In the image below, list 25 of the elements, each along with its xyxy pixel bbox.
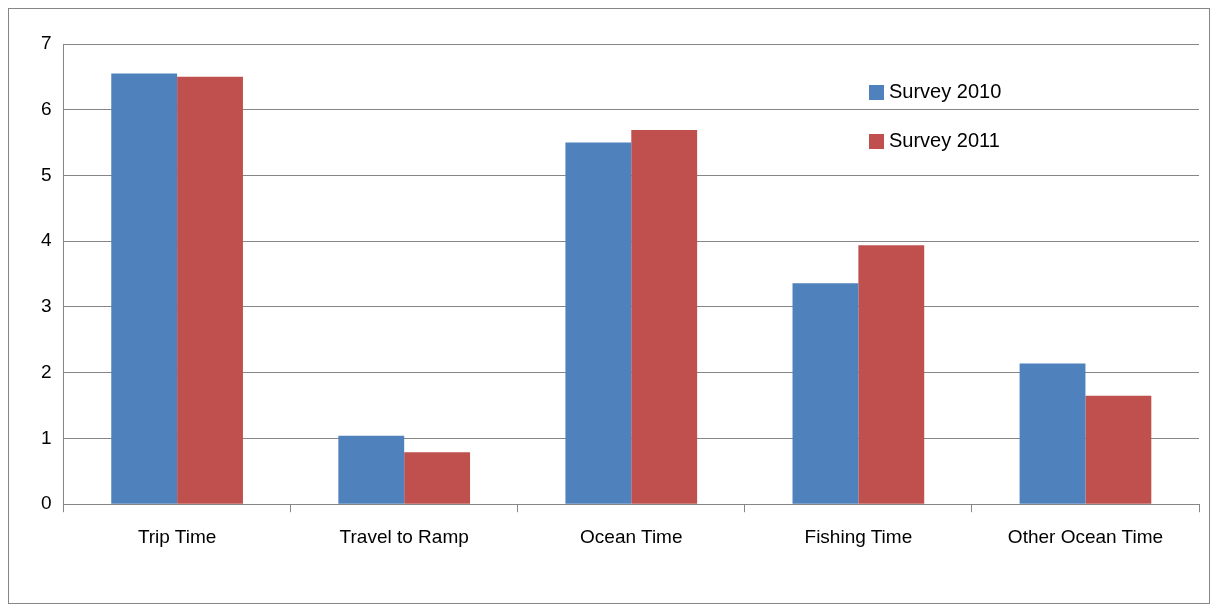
bar (1085, 395, 1152, 504)
y-tick-label: 7 (40, 32, 52, 54)
bar (338, 435, 405, 504)
legend-label: Survey 2011 (889, 128, 1000, 151)
bar (792, 283, 859, 504)
y-tick-label: 5 (40, 163, 52, 185)
y-tick-label: 2 (40, 360, 52, 382)
legend-label: Survey 2010 (889, 79, 1002, 102)
y-tick-label: 1 (40, 426, 52, 448)
x-tick-label: Other Ocean Time (1007, 525, 1164, 547)
x-tick-label: Fishing Time (804, 525, 913, 547)
y-tick-label: 3 (40, 295, 52, 317)
bar (565, 142, 632, 504)
bar (177, 76, 243, 504)
bar (631, 130, 698, 504)
x-tick-label: Ocean Time (580, 525, 683, 547)
y-tick-label: 0 (40, 492, 52, 514)
x-tick-label: Travel to Ramp (339, 525, 469, 547)
bar (404, 452, 471, 504)
bar (111, 73, 178, 504)
bar (1019, 363, 1086, 504)
bar (858, 245, 925, 504)
x-tick-label: Trip Time (137, 525, 217, 547)
y-tick-label: 4 (40, 229, 52, 251)
y-tick-label: 6 (40, 97, 52, 119)
